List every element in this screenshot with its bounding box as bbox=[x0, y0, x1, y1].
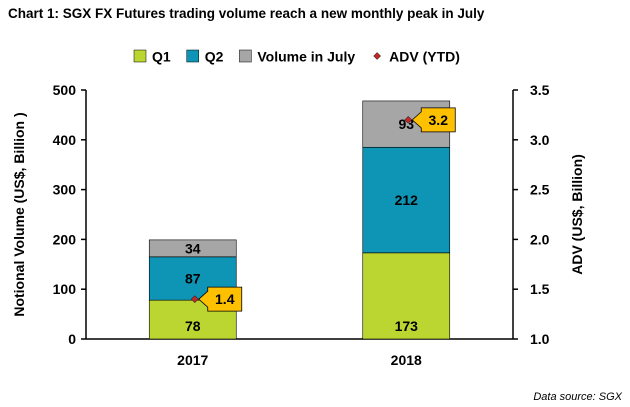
bar-segment bbox=[362, 146, 451, 254]
legend-label: Volume in July bbox=[257, 49, 355, 65]
x-tick-label: 2018 bbox=[391, 352, 422, 368]
y-tick-label: 400 bbox=[53, 132, 77, 148]
y-tick-label: 200 bbox=[53, 231, 77, 247]
y-axis-title: Notional Volume (US$, Billion ) bbox=[11, 112, 27, 316]
adv-callout-box bbox=[198, 286, 243, 312]
bar-value-label: 173 bbox=[395, 318, 419, 334]
legend-diamond bbox=[373, 52, 381, 60]
legend-swatch bbox=[133, 49, 147, 63]
adv-value-label: 1.4 bbox=[215, 291, 235, 307]
y-tick-label: 500 bbox=[53, 82, 77, 98]
y-tick-label: 300 bbox=[53, 182, 77, 198]
bar-value-label: 87 bbox=[185, 270, 201, 286]
y2-tick-label: 3.0 bbox=[530, 132, 550, 148]
legend-label: Q2 bbox=[205, 49, 224, 65]
adv-marker bbox=[404, 116, 413, 124]
adv-marker bbox=[190, 295, 199, 304]
y2-tick-label: 2.0 bbox=[530, 231, 550, 247]
legend-swatch bbox=[239, 49, 252, 63]
y2-tick-label: 1.5 bbox=[530, 281, 550, 297]
adv-value-label: 3.2 bbox=[429, 112, 449, 128]
y2-tick-label: 2.5 bbox=[530, 182, 550, 198]
bar-segment bbox=[148, 239, 237, 258]
x-tick-label: 2017 bbox=[177, 352, 208, 368]
legend-label: Q1 bbox=[152, 49, 171, 65]
y2-axis-title: ADV (US$, Billion) bbox=[569, 154, 585, 275]
y-tick-label: 100 bbox=[53, 281, 77, 297]
chart-title: Chart 1: SGX FX Futures trading volume r… bbox=[8, 6, 485, 21]
adv-callout-box bbox=[411, 107, 456, 133]
y2-tick-label: 3.5 bbox=[530, 82, 550, 98]
legend-swatch bbox=[186, 49, 199, 63]
y2-tick-label: 1.0 bbox=[530, 331, 550, 347]
legend-label: ADV (YTD) bbox=[389, 49, 460, 65]
bar-value-label: 212 bbox=[395, 192, 419, 208]
bar-value-label: 78 bbox=[185, 318, 201, 334]
bar-value-label: 34 bbox=[185, 240, 201, 256]
y-tick-label: 0 bbox=[68, 331, 76, 347]
bar-segment bbox=[362, 252, 451, 340]
data-source-note: Data source: SGX bbox=[533, 391, 622, 403]
